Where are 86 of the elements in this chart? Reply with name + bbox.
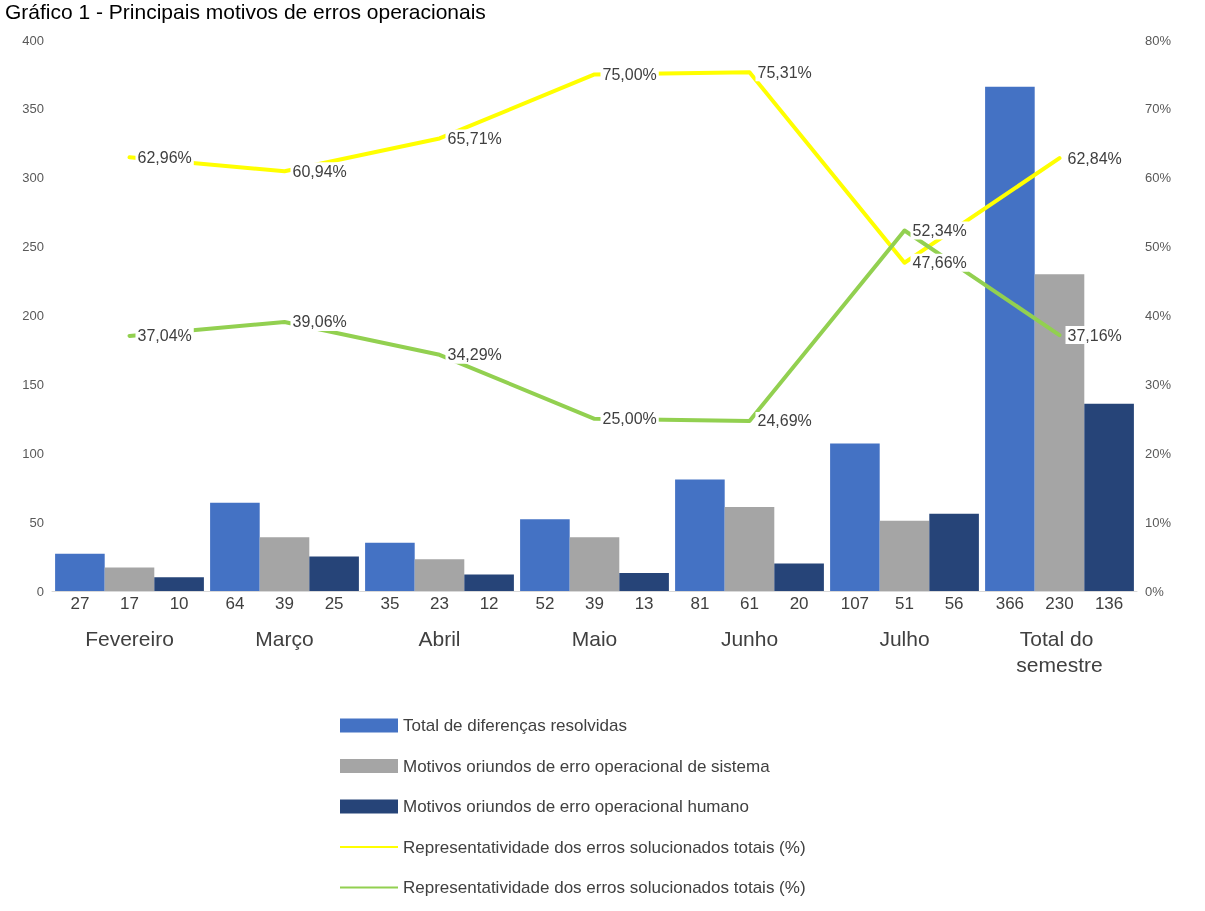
x-tick-label: Fevereiro — [85, 626, 174, 650]
data-label: 23 — [430, 594, 449, 613]
bar — [154, 577, 204, 591]
x-tick-label: Julho — [879, 626, 930, 650]
data-label: 52 — [535, 594, 555, 613]
data-label: 27 — [70, 594, 90, 613]
data-label: 24,69% — [757, 412, 812, 430]
y2-tick-label: 80% — [1145, 32, 1172, 48]
data-label: 61 — [740, 594, 759, 613]
bar — [569, 537, 620, 591]
bar — [985, 86, 1035, 591]
data-label: 62,84% — [1067, 149, 1122, 167]
x-tick-label: Total do semestre — [1016, 626, 1103, 676]
data-label: 366 — [995, 594, 1025, 613]
y-tick-label: 400 — [22, 32, 44, 48]
y-tick-label: 100 — [22, 445, 44, 461]
y2-tick-label: 50% — [1145, 239, 1172, 255]
x-tick-label: Março — [255, 626, 314, 650]
data-label: 52,34% — [912, 222, 967, 240]
bar — [55, 553, 105, 591]
bar — [104, 567, 155, 591]
y-tick-label: 50 — [29, 514, 44, 530]
y-tick-label: 200 — [22, 308, 44, 323]
data-label: 13 — [634, 594, 654, 613]
y2-tick-label: 70% — [1145, 101, 1172, 117]
bar — [210, 502, 260, 591]
bar — [259, 537, 310, 591]
y-tick-label: 300 — [22, 170, 44, 186]
data-label: 51 — [895, 594, 914, 613]
y2-tick-label: 40% — [1145, 308, 1172, 323]
bar — [774, 563, 824, 591]
x-tick-label: Maio — [571, 626, 618, 650]
legend-label: Representatividade dos erros solucionados totais (%) — [403, 878, 806, 897]
data-label: 47,66% — [912, 254, 967, 272]
bar — [879, 520, 930, 591]
data-label: 65,71% — [447, 129, 502, 147]
bar — [309, 556, 359, 591]
data-label: 34,29% — [447, 346, 502, 364]
data-label: 39 — [585, 594, 604, 613]
data-label: 12 — [479, 594, 499, 613]
legend-label: Motivos oriundos de erro operacional humano — [403, 797, 749, 816]
data-label: 75,00% — [602, 65, 657, 83]
data-label: 39 — [275, 594, 294, 613]
data-label: 10 — [169, 594, 189, 613]
data-label: 17 — [120, 594, 139, 613]
bar — [1084, 403, 1134, 591]
legend-label: Representatividade dos erros solucionados totais (%) — [403, 837, 806, 857]
y2-tick-label: 0% — [1145, 583, 1165, 599]
bar — [365, 542, 415, 591]
bar — [414, 559, 465, 591]
data-label: 25 — [324, 594, 344, 613]
data-label: 20 — [789, 594, 809, 613]
data-label: 136 — [1094, 594, 1124, 613]
bar — [520, 519, 570, 591]
x-tick-label: Junho — [720, 626, 779, 650]
y2-tick-label: 20% — [1145, 445, 1172, 461]
y-tick-label: 150 — [22, 376, 44, 392]
legend-label: Motivos oriundos de erro operacional de sistema — [403, 756, 771, 776]
data-label: 37,16% — [1067, 326, 1122, 344]
data-label: 39,06% — [292, 313, 347, 331]
data-label: 75,31% — [757, 63, 812, 81]
x-tick-label: Abril — [418, 626, 461, 650]
data-label: 35 — [380, 594, 400, 613]
bar — [830, 443, 880, 591]
bar — [619, 573, 669, 591]
data-label: 230 — [1045, 594, 1074, 613]
bar — [464, 574, 514, 591]
y-tick-label: 250 — [22, 239, 44, 255]
y2-tick-label: 60% — [1145, 170, 1172, 186]
y2-tick-label: 10% — [1145, 514, 1172, 530]
data-label: 107 — [840, 594, 870, 613]
data-label: 56 — [944, 594, 964, 613]
legend-label: Total de diferenças resolvidas — [403, 716, 627, 735]
data-label: 60,94% — [292, 162, 347, 180]
data-label: 25,00% — [602, 410, 657, 428]
bar — [675, 479, 725, 591]
y-tick-label: 350 — [22, 101, 44, 117]
data-label: 81 — [690, 594, 710, 613]
data-label: 37,04% — [137, 327, 192, 345]
data-label: 64 — [225, 594, 245, 613]
bar — [929, 513, 979, 591]
bar — [724, 506, 775, 591]
y2-tick-label: 30% — [1145, 376, 1172, 392]
chart-title: Gráfico 1 - Principais motivos de erros operacionais — [5, 0, 486, 23]
data-label: 62,96% — [137, 148, 192, 166]
y-tick-label: 0 — [36, 583, 44, 599]
